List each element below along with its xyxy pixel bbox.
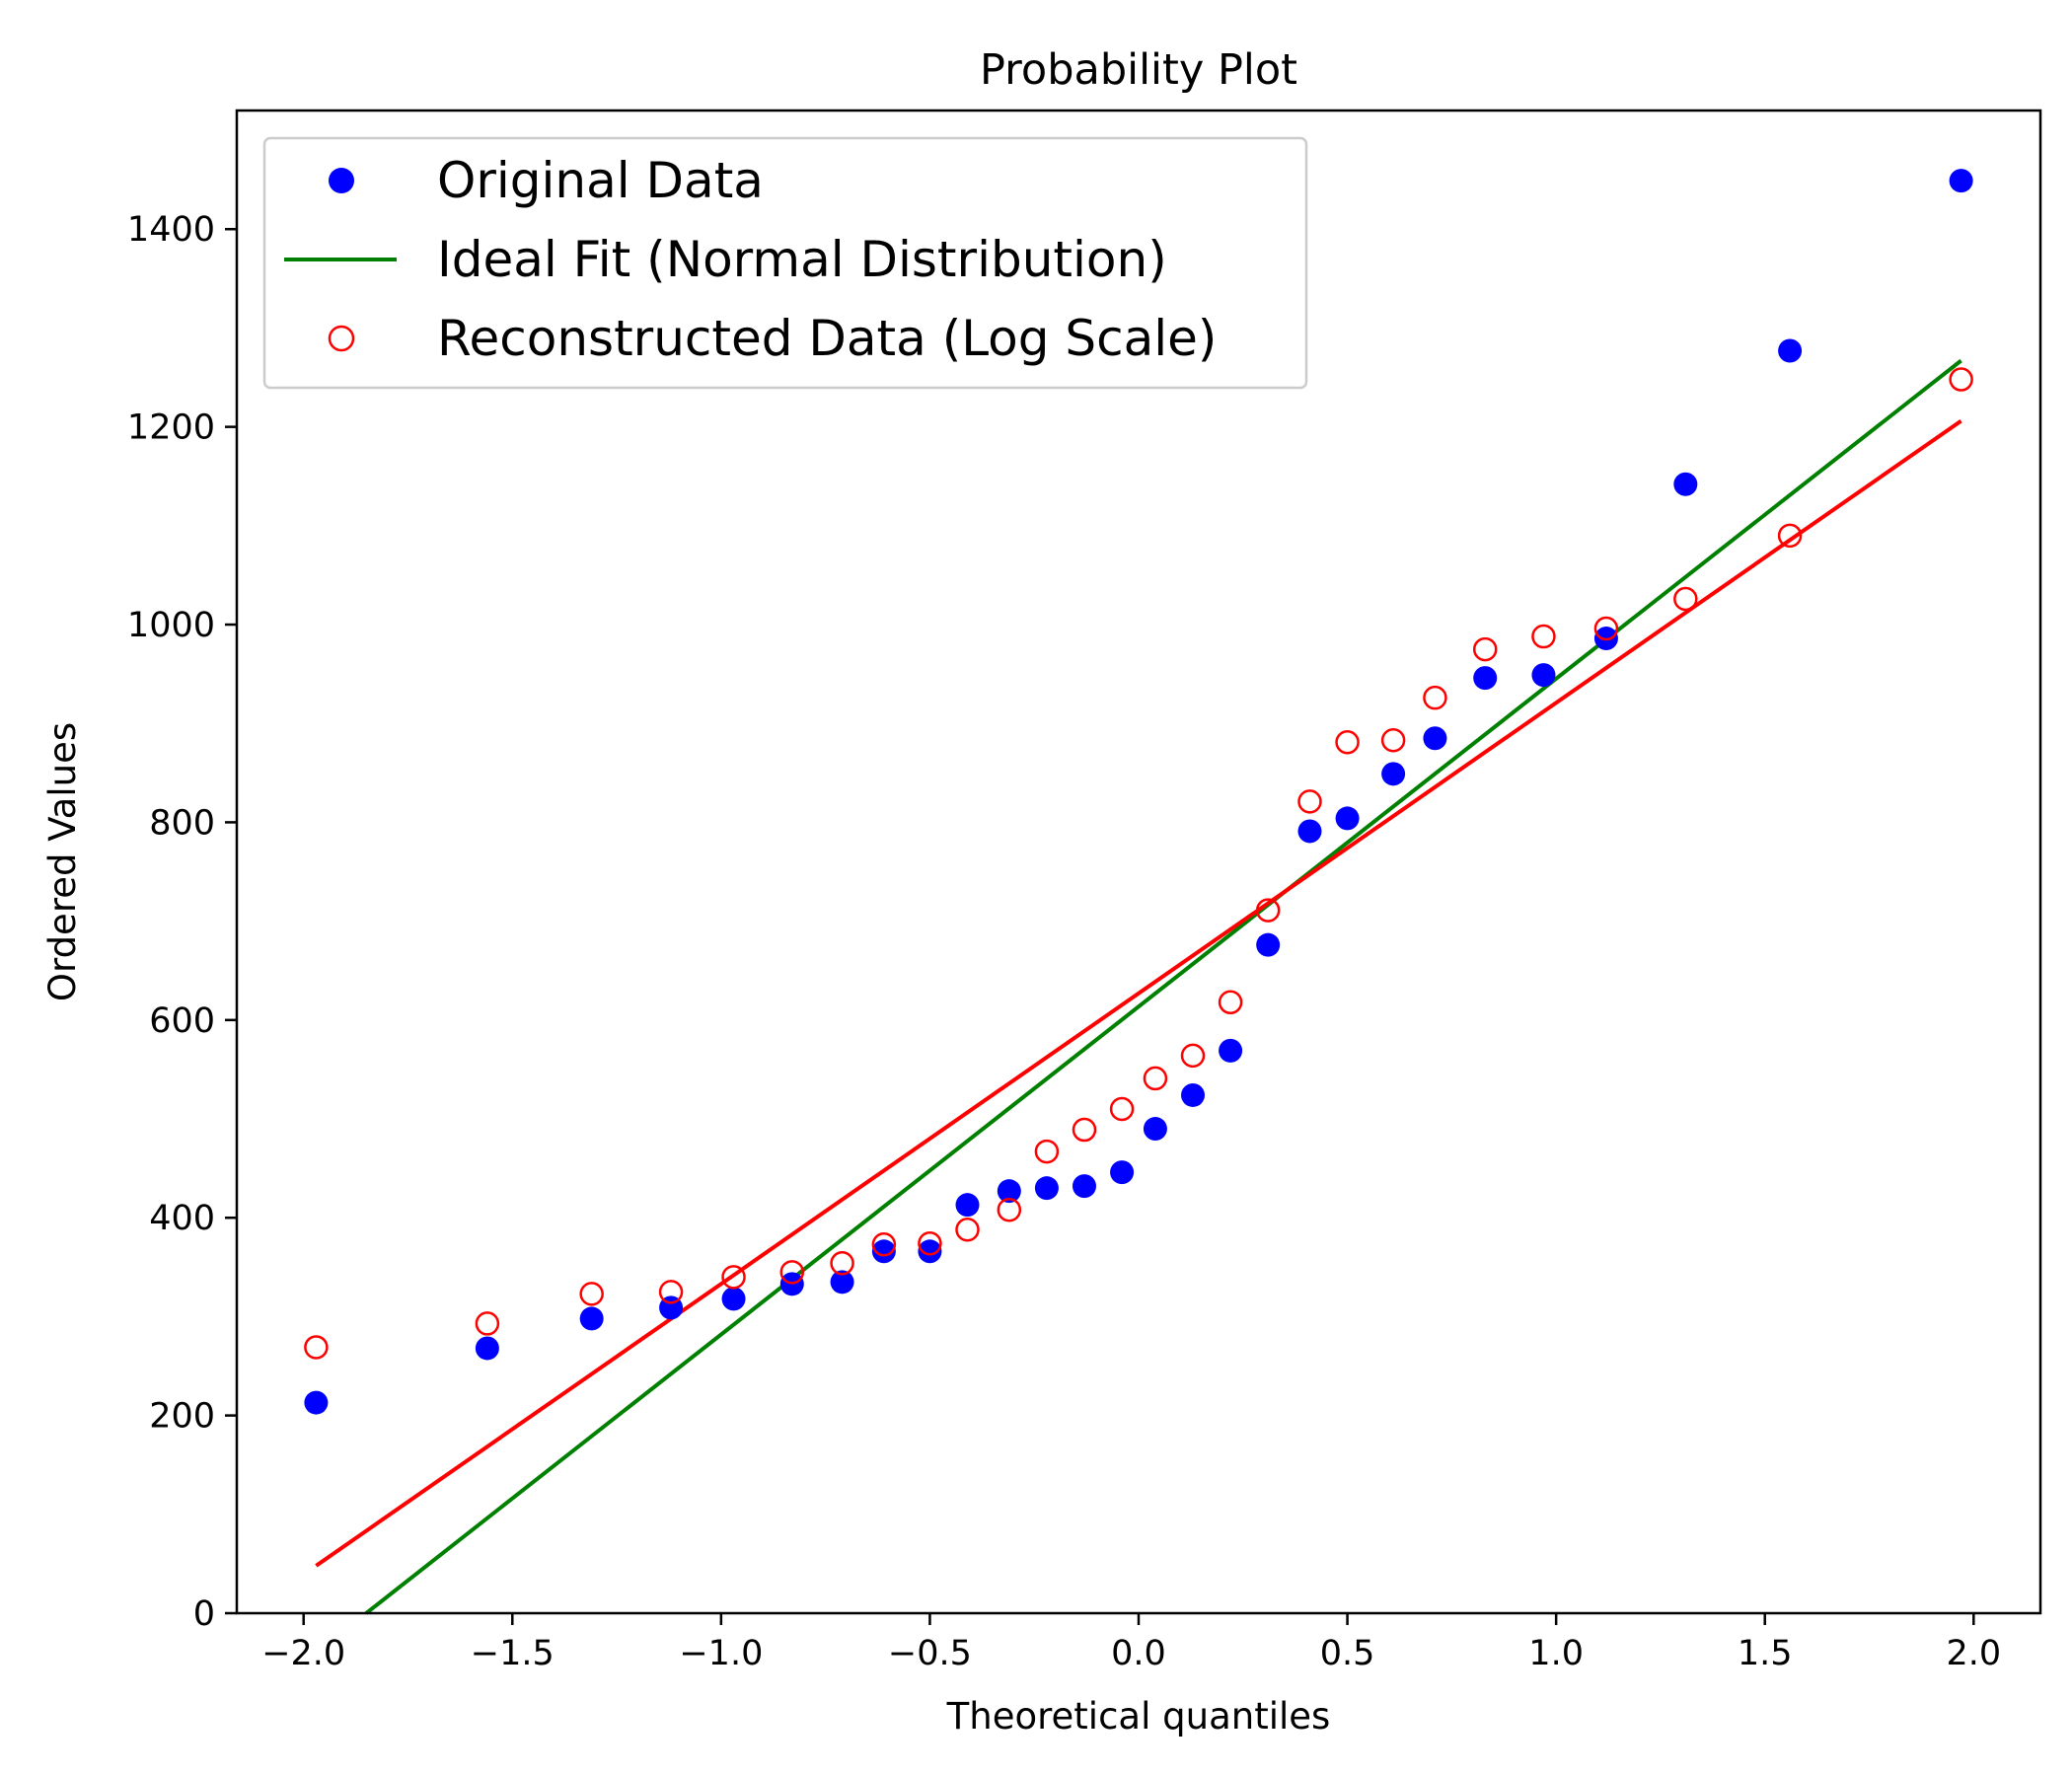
reconstructed-data-point — [1593, 616, 1619, 641]
original-data-point — [579, 1306, 604, 1331]
reconstructed-data-point — [918, 1231, 942, 1256]
y-tick-label: 400 — [149, 1199, 215, 1238]
original-data-point — [1673, 472, 1698, 496]
y-axis-ticks: 0 200 400 600 800 1000 1200 1400 — [127, 210, 237, 1634]
reconstructed-data-point — [721, 1265, 746, 1290]
original-data-point — [1335, 806, 1360, 831]
reconstructed-fit-line — [315, 418, 1962, 1568]
original-data-point — [1423, 726, 1447, 751]
y-tick-label: 1200 — [127, 408, 215, 448]
x-tick-label: 1.5 — [1738, 1634, 1793, 1673]
x-tick-label: −1.0 — [679, 1634, 763, 1673]
original-data-point — [1072, 1174, 1096, 1199]
original-data-point — [721, 1287, 746, 1311]
reconstructed-data-point — [1034, 1139, 1060, 1164]
original-data-point — [1949, 169, 1973, 193]
legend-label-reconstructed-data: Reconstructed Data (Log Scale) — [437, 310, 1217, 367]
x-tick-label: 0.0 — [1111, 1634, 1166, 1673]
reconstructed-data-point — [1335, 730, 1360, 755]
reconstructed-data-point — [830, 1251, 854, 1276]
reconstructed-data-point — [1777, 523, 1803, 549]
legend-marker-reconstructed-data — [328, 325, 355, 352]
original-data-point — [1778, 338, 1803, 363]
reconstructed-data-point — [955, 1217, 980, 1242]
reconstructed-data-point — [1072, 1117, 1097, 1143]
reconstructed-data-point — [579, 1282, 604, 1306]
original-data-point — [1110, 1160, 1135, 1185]
x-tick-label: −1.5 — [471, 1634, 555, 1673]
original-data-point — [871, 1239, 896, 1264]
original-data-point — [1143, 1117, 1167, 1142]
x-axis-ticks: −2.0 −1.5 −1.0 −0.5 0.0 0.5 1.0 1.5 2.0 — [261, 1613, 2001, 1673]
original-data-point — [1256, 932, 1281, 957]
reconstructed-data-point — [871, 1232, 897, 1257]
reconstructed-data-point — [304, 1335, 329, 1360]
reconstructed-data-point — [475, 1311, 500, 1336]
reconstructed-data-point — [1218, 990, 1243, 1015]
legend-label-ideal-fit: Ideal Fit (Normal Distribution) — [437, 231, 1167, 288]
reconstructed-data-point — [1380, 728, 1406, 753]
reconstructed-data-point — [1472, 636, 1498, 662]
x-tick-label: 0.5 — [1320, 1634, 1375, 1673]
x-tick-label: −2.0 — [261, 1634, 345, 1673]
reconstructed-data-point — [997, 1197, 1022, 1222]
reconstructed-data-point — [1531, 624, 1556, 649]
original-data-point — [955, 1193, 980, 1218]
reconstructed-data-point — [1423, 685, 1447, 710]
original-data-point — [918, 1239, 942, 1264]
x-tick-label: −0.5 — [888, 1634, 972, 1673]
x-tick-label: 1.0 — [1528, 1634, 1584, 1673]
legend-box — [262, 136, 1308, 390]
y-tick-label: 800 — [149, 803, 215, 843]
reconstructed-data-point — [1180, 1043, 1206, 1069]
reconstructed-data-point — [1673, 586, 1698, 612]
reconstructed-data-point — [1255, 898, 1281, 923]
original-data-point — [1034, 1176, 1059, 1201]
original-data-point — [304, 1390, 329, 1415]
reconstructed-data-point — [1143, 1066, 1168, 1091]
original-data-point — [475, 1336, 499, 1361]
ideal-fit-line — [364, 358, 1962, 1615]
original-data-point — [1219, 1038, 1243, 1063]
y-tick-label: 1400 — [127, 210, 215, 250]
original-data-point — [1181, 1082, 1206, 1107]
original-data-point — [1381, 762, 1406, 786]
y-tick-label: 0 — [193, 1594, 215, 1634]
original-data-point — [997, 1179, 1021, 1204]
reconstructed-data-point — [779, 1260, 805, 1285]
legend-label-original-data: Original Data — [437, 152, 764, 209]
reconstructed-data-point — [1949, 367, 1973, 392]
y-tick-label: 200 — [149, 1397, 215, 1437]
plot-area — [304, 169, 1973, 1615]
x-axis-label: Theoretical quantiles — [946, 1695, 1331, 1738]
x-tick-label: 2.0 — [1946, 1634, 2001, 1673]
original-data-point — [830, 1270, 854, 1295]
reconstructed-data-point — [1297, 789, 1322, 814]
y-tick-label: 600 — [149, 1001, 215, 1041]
original-data-point — [1473, 666, 1498, 691]
reconstructed-data-point — [658, 1280, 684, 1304]
y-tick-label: 1000 — [127, 606, 215, 645]
legend-marker-original-data — [329, 168, 354, 193]
chart-title: Probability Plot — [980, 45, 1297, 95]
reconstructed-data-point — [1109, 1096, 1135, 1122]
legend: Original Data Ideal Fit (Normal Distribu… — [262, 136, 1308, 390]
y-axis-label: Ordered Values — [41, 722, 84, 1001]
original-data-point — [1297, 819, 1322, 844]
original-data-point — [1531, 663, 1556, 688]
